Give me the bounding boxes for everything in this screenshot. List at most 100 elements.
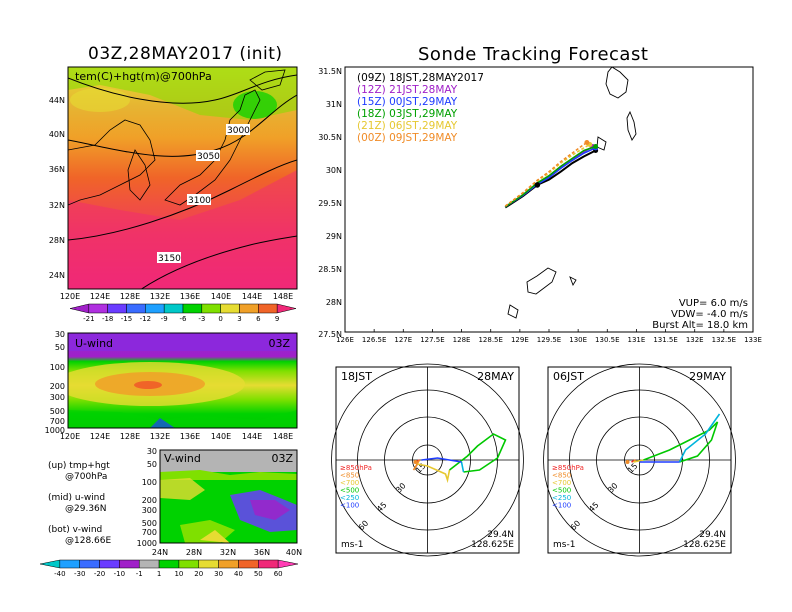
param-vup: VUP= 6.0 m/s <box>679 298 748 309</box>
uwind-time: 03Z <box>268 337 290 350</box>
hodograph-legend-entry: <700 <box>340 479 359 487</box>
vwind-xtick: 36N <box>254 548 270 557</box>
vwind-xtick: 32N <box>220 548 236 557</box>
colorbar-swatch <box>276 303 297 314</box>
param-vdw: VDW= -4.0 m/s <box>671 309 748 320</box>
map-xtick: 128E <box>120 292 140 301</box>
colorbar-swatch <box>99 559 120 569</box>
colorbar-tick-label: 6 <box>256 315 261 323</box>
hodograph-trace <box>633 459 644 463</box>
vwind-ytick: 50 <box>147 460 157 469</box>
uwind-xtick: 124E <box>90 432 110 441</box>
map-ytick: 44N <box>49 96 65 105</box>
colorbar-temperature <box>69 303 297 314</box>
hodograph-lat: 29.4N <box>699 530 726 540</box>
colorbar-tick-label: 10 <box>174 570 183 578</box>
colorbar-tick-label: -18 <box>102 315 113 323</box>
track-xtick: 132.5E <box>712 336 736 344</box>
hodograph-ring <box>569 389 710 531</box>
track-legend-entry: (21Z) 06JST,29MAY <box>357 120 458 132</box>
hodograph-legend-entry: ≥850hPa <box>340 464 372 472</box>
colorbar-tick-label: 60 <box>274 570 283 578</box>
track-xtick: 128E <box>453 336 471 344</box>
colorbar-tick-label: -10 <box>114 570 125 578</box>
legend-mid-line2: @29.36N <box>65 504 107 514</box>
colorbar-swatch <box>258 303 278 314</box>
hodograph-legend-entry: <250 <box>340 494 359 502</box>
colorbar-tick-label: 50 <box>254 570 263 578</box>
colorbar-tick-label: -6 <box>180 315 188 323</box>
legend-up-line2: @700hPa <box>65 472 107 482</box>
uwind-xtick: 128E <box>120 432 140 441</box>
hodograph-ring <box>384 416 471 504</box>
colorbar-swatch <box>126 303 146 314</box>
uwind-ytick: 500 <box>50 407 65 416</box>
track-xtick: 132E <box>686 336 704 344</box>
hodograph-legend-entry: <850 <box>552 472 571 480</box>
uwind-ytick: 300 <box>50 393 65 402</box>
map-xtick: 148E <box>273 292 293 301</box>
uwind-ytick: 30 <box>55 330 65 339</box>
uwind-xtick: 132E <box>150 432 170 441</box>
track-ytick: 28N <box>326 298 342 307</box>
vwind-xtick: 40N <box>286 548 302 557</box>
colorbar-tick-label: 0 <box>218 315 222 323</box>
hodograph-marker <box>625 460 630 464</box>
uwind-ytick: 200 <box>50 382 65 391</box>
map-title: 03Z,28MAY2017 (init) <box>88 44 283 64</box>
colorbar-tick-label: 9 <box>275 315 279 323</box>
colorbar-tick-label: -40 <box>54 570 65 578</box>
hodograph-date: 28MAY <box>477 370 514 383</box>
track-xtick: 133E <box>744 336 762 344</box>
track-ytick: 31N <box>326 100 342 109</box>
legend-bot-line1: (bot) v-wind <box>48 525 102 535</box>
track-series-line <box>504 141 588 207</box>
vwind-ytick: 1000 <box>137 539 157 548</box>
vwind-xtick: 24N <box>152 548 168 557</box>
hodograph-legend-entry: <850 <box>340 472 359 480</box>
vwind-frame <box>159 449 298 544</box>
track-xtick: 131.5E <box>653 336 677 344</box>
param-burst-alt: Burst Alt= 18.0 km <box>652 320 748 331</box>
track-xtick: 130.5E <box>595 336 619 344</box>
track-legend-entry: (09Z) 18JST,28MAY2017 <box>357 72 484 84</box>
colorbar-swatch <box>145 303 165 314</box>
track-ytick: 30.5N <box>318 133 342 142</box>
hodograph-lat: 29.4N <box>487 530 514 540</box>
vwind-ytick: 500 <box>142 519 157 528</box>
hodograph-ring <box>596 416 683 504</box>
track-xtick: 129.5E <box>537 336 561 344</box>
hodograph-legend-entry: <250 <box>552 494 571 502</box>
colorbar-swatch <box>158 559 180 569</box>
track-title: Sonde Tracking Forecast <box>418 44 649 65</box>
track-ytick: 28.5N <box>318 265 342 274</box>
hodograph-trace <box>460 461 465 473</box>
hodograph-legend-entry: <100 <box>340 502 359 510</box>
hodograph-legend-entry: <500 <box>340 487 359 495</box>
hodograph-legend-entry: <700 <box>552 479 571 487</box>
colorbar-tick-label: 30 <box>214 570 223 578</box>
track-waypoint <box>534 182 541 188</box>
uwind-ytick: 100 <box>50 363 65 372</box>
colorbar-tick-label: -1 <box>136 570 143 578</box>
uwind-label: U-wind <box>75 337 113 350</box>
hodograph-legend-entry: ≥850hPa <box>552 464 584 472</box>
colorbar-swatch <box>69 303 90 314</box>
uwind-frame <box>67 332 298 429</box>
track-xtick: 128.5E <box>478 336 502 344</box>
hodograph-legend-entry: <500 <box>552 487 571 495</box>
hodograph-trace <box>421 457 462 463</box>
colorbar-swatch <box>107 303 127 314</box>
uwind-ytick: 1000 <box>45 426 65 435</box>
colorbar-swatch <box>59 559 80 569</box>
map-subtitle: tem(C)+hgt(m)@700hPa <box>75 70 212 83</box>
colorbar-wind <box>39 559 299 569</box>
colorbar-swatch <box>277 559 299 569</box>
track-endpoint <box>593 144 599 149</box>
colorbar-tick-label: 1 <box>157 570 161 578</box>
map-ytick: 28N <box>49 236 65 245</box>
hodograph-lon: 128.625E <box>471 540 514 550</box>
map-xtick: 132E <box>150 292 170 301</box>
map-xtick: 140E <box>211 292 231 301</box>
uwind-xtick: 148E <box>273 432 293 441</box>
